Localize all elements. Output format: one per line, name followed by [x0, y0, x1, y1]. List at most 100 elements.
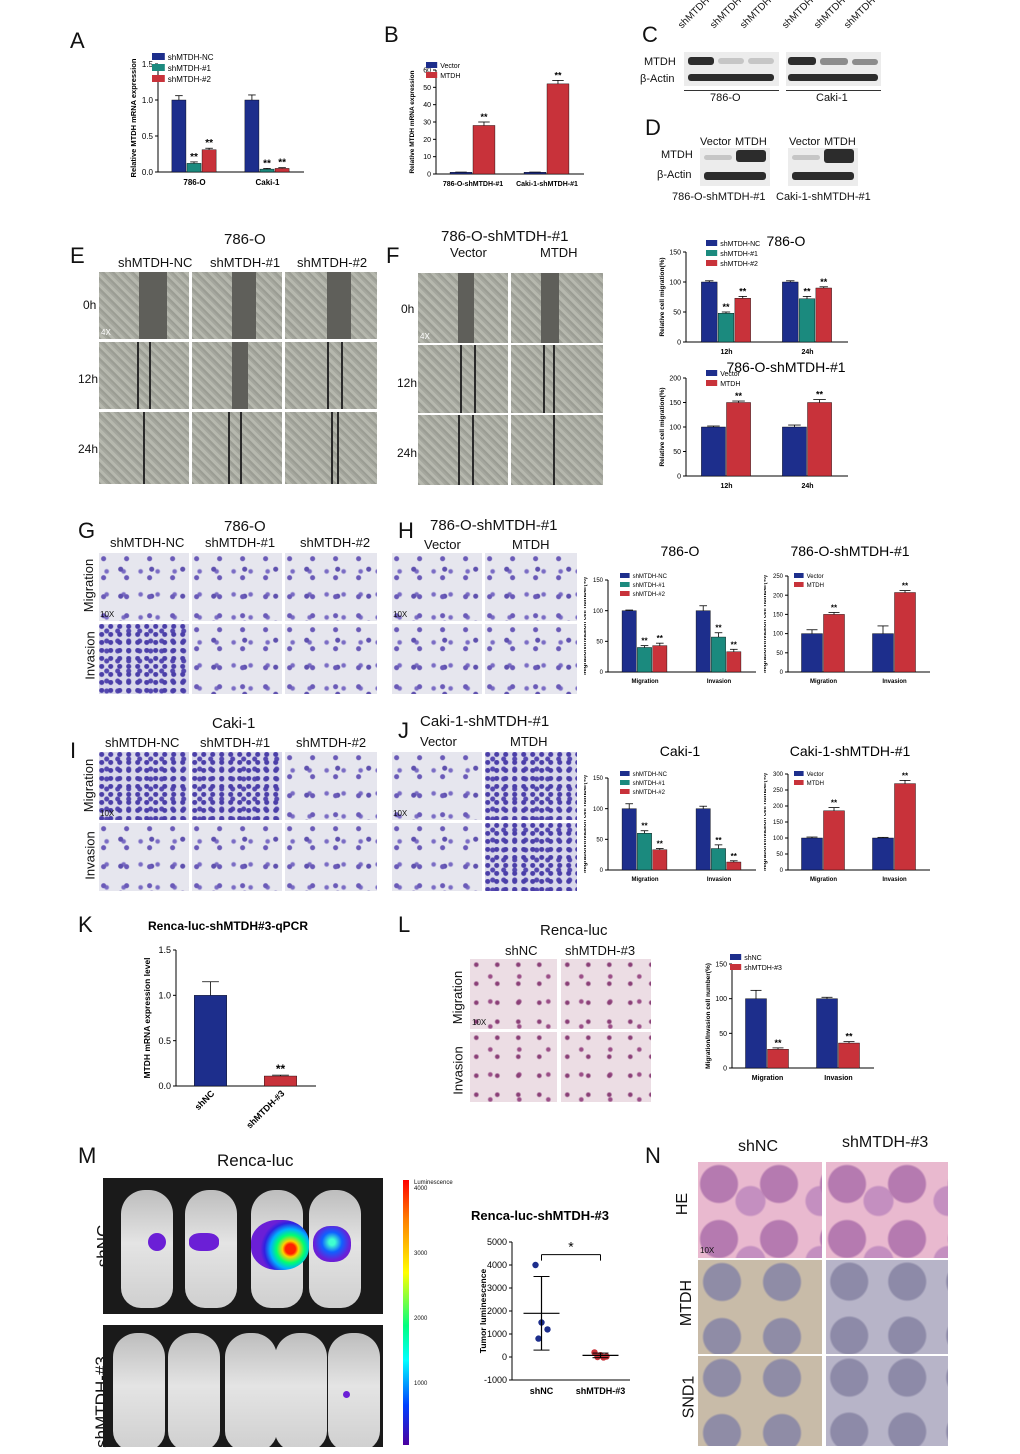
y-tick-label: 1.5 — [142, 60, 154, 69]
transwell-image — [392, 823, 482, 891]
band — [792, 172, 854, 180]
y-tick-label: 1.0 — [142, 96, 154, 105]
y-tick-label: 60 — [423, 67, 431, 74]
x-tick-label: Migration — [752, 1075, 784, 1082]
wound-image — [99, 342, 189, 409]
colorbar-tick: 1000 — [414, 1381, 428, 1387]
legend-swatch — [620, 789, 630, 794]
panel-label-b: B — [384, 22, 399, 47]
bar — [523, 172, 547, 175]
f-col: MTDH — [540, 245, 578, 260]
y-tick-label: 50 — [596, 837, 603, 843]
blot-c-lane: shMTDH-#2 — [842, 0, 889, 31]
y-tick-label: 1.5 — [158, 945, 171, 955]
blot-d-lane: Vector — [789, 136, 821, 148]
colorbar-title: Luminescence — [414, 1180, 453, 1186]
magnification-label: 4X — [101, 328, 111, 337]
significance-star: * — [568, 1239, 574, 1255]
band — [688, 57, 714, 65]
g-row: Invasion — [82, 631, 98, 680]
legend-label: shMTDH-NC — [720, 241, 760, 248]
transwell-image — [192, 752, 282, 820]
y-tick-label: 10 — [423, 154, 431, 161]
x-tick-label: 786-O — [183, 178, 205, 187]
band — [704, 172, 766, 180]
chart-title: Caki-1-shMTDH-#1 — [790, 743, 911, 759]
bar — [767, 1049, 789, 1069]
significance-star: ** — [554, 70, 562, 80]
x-tick-label: shMTDH-#3 — [576, 1386, 626, 1396]
bioluminescence-image — [103, 1178, 383, 1314]
e-title: 786-O — [224, 231, 266, 248]
legend-swatch — [620, 582, 630, 587]
legend-swatch — [706, 240, 718, 246]
legend-label: shMTDH-NC — [168, 53, 214, 62]
x-tick-label: Migration — [632, 877, 659, 883]
y-tick-label: 0.5 — [142, 132, 154, 141]
n-col: shNC — [738, 1138, 779, 1155]
y-tick-label: 50 — [673, 309, 681, 316]
significance-star: ** — [831, 603, 838, 612]
legend-label: MTDH — [440, 73, 460, 80]
y-tick-label: 50 — [776, 852, 783, 858]
blot-c-group: 786-O — [710, 92, 741, 104]
significance-star: ** — [641, 637, 648, 646]
x-tick-label: shNC — [193, 1088, 217, 1112]
n-col: shMTDH-#3 — [842, 1134, 929, 1151]
y-tick-label: 3000 — [487, 1283, 507, 1293]
legend-label: shMTDH-#2 — [633, 790, 666, 796]
legend-swatch — [730, 954, 742, 960]
wound-image — [192, 272, 282, 339]
bar — [637, 647, 652, 673]
e-col: shMTDH-#2 — [297, 255, 368, 270]
panel-label-g: G — [78, 518, 96, 543]
legend-label: shMTDH-#1 — [633, 781, 666, 787]
y-tick-label: 30 — [423, 119, 431, 126]
x-tick-label: Migration — [810, 877, 837, 883]
j-col: MTDH — [510, 734, 548, 749]
panel-label-h: H — [398, 518, 414, 543]
n-row: SND1 — [680, 1375, 698, 1419]
y-tick-label: 100 — [593, 609, 604, 615]
panel-label-l: L — [398, 912, 411, 937]
transwell-image — [285, 624, 377, 694]
band — [852, 59, 878, 65]
wound-image — [285, 342, 377, 409]
blot-c-lane: shMTDH-#2 — [738, 0, 785, 31]
data-point — [535, 1335, 542, 1342]
bar — [546, 83, 570, 175]
magnification-label: 10X — [393, 610, 408, 619]
y-tick-label: 200 — [773, 593, 784, 599]
bar — [816, 998, 838, 1069]
bar — [801, 837, 823, 871]
legend-swatch — [152, 75, 165, 82]
wound-image — [418, 415, 508, 485]
panel-label-e: E — [70, 243, 85, 268]
y-tick-label: 100 — [715, 996, 727, 1003]
wound-image — [285, 272, 377, 339]
e-col: shMTDH-NC — [118, 255, 193, 270]
bar — [274, 168, 290, 173]
h-title: 786-O-shMTDH-#1 — [430, 517, 558, 534]
data-point — [594, 1353, 601, 1361]
y-tick-label: 1000 — [487, 1329, 507, 1339]
blot-c-label-mtdh: MTDH — [644, 56, 676, 68]
y-tick-label: 50 — [673, 449, 681, 456]
transwell-image — [192, 553, 282, 621]
bar — [244, 99, 260, 173]
bar — [894, 783, 916, 871]
significance-star: ** — [820, 277, 828, 287]
transwell-image — [192, 823, 282, 891]
histology-image — [826, 1260, 948, 1354]
transwell-image — [392, 553, 482, 621]
legend-swatch — [794, 771, 804, 776]
j-col: Vector — [420, 734, 457, 749]
legend-label: shMTDH-#2 — [168, 75, 212, 84]
y-axis-label: Migration/Invasion cell number(%) — [764, 773, 768, 871]
bar — [823, 614, 845, 673]
chart-title: Caki-1 — [660, 743, 701, 759]
legend-label: shMTDH-#1 — [633, 583, 666, 589]
legend-swatch — [620, 771, 630, 776]
y-tick-label: 0 — [600, 670, 604, 676]
bioluminescence-image — [103, 1325, 383, 1447]
